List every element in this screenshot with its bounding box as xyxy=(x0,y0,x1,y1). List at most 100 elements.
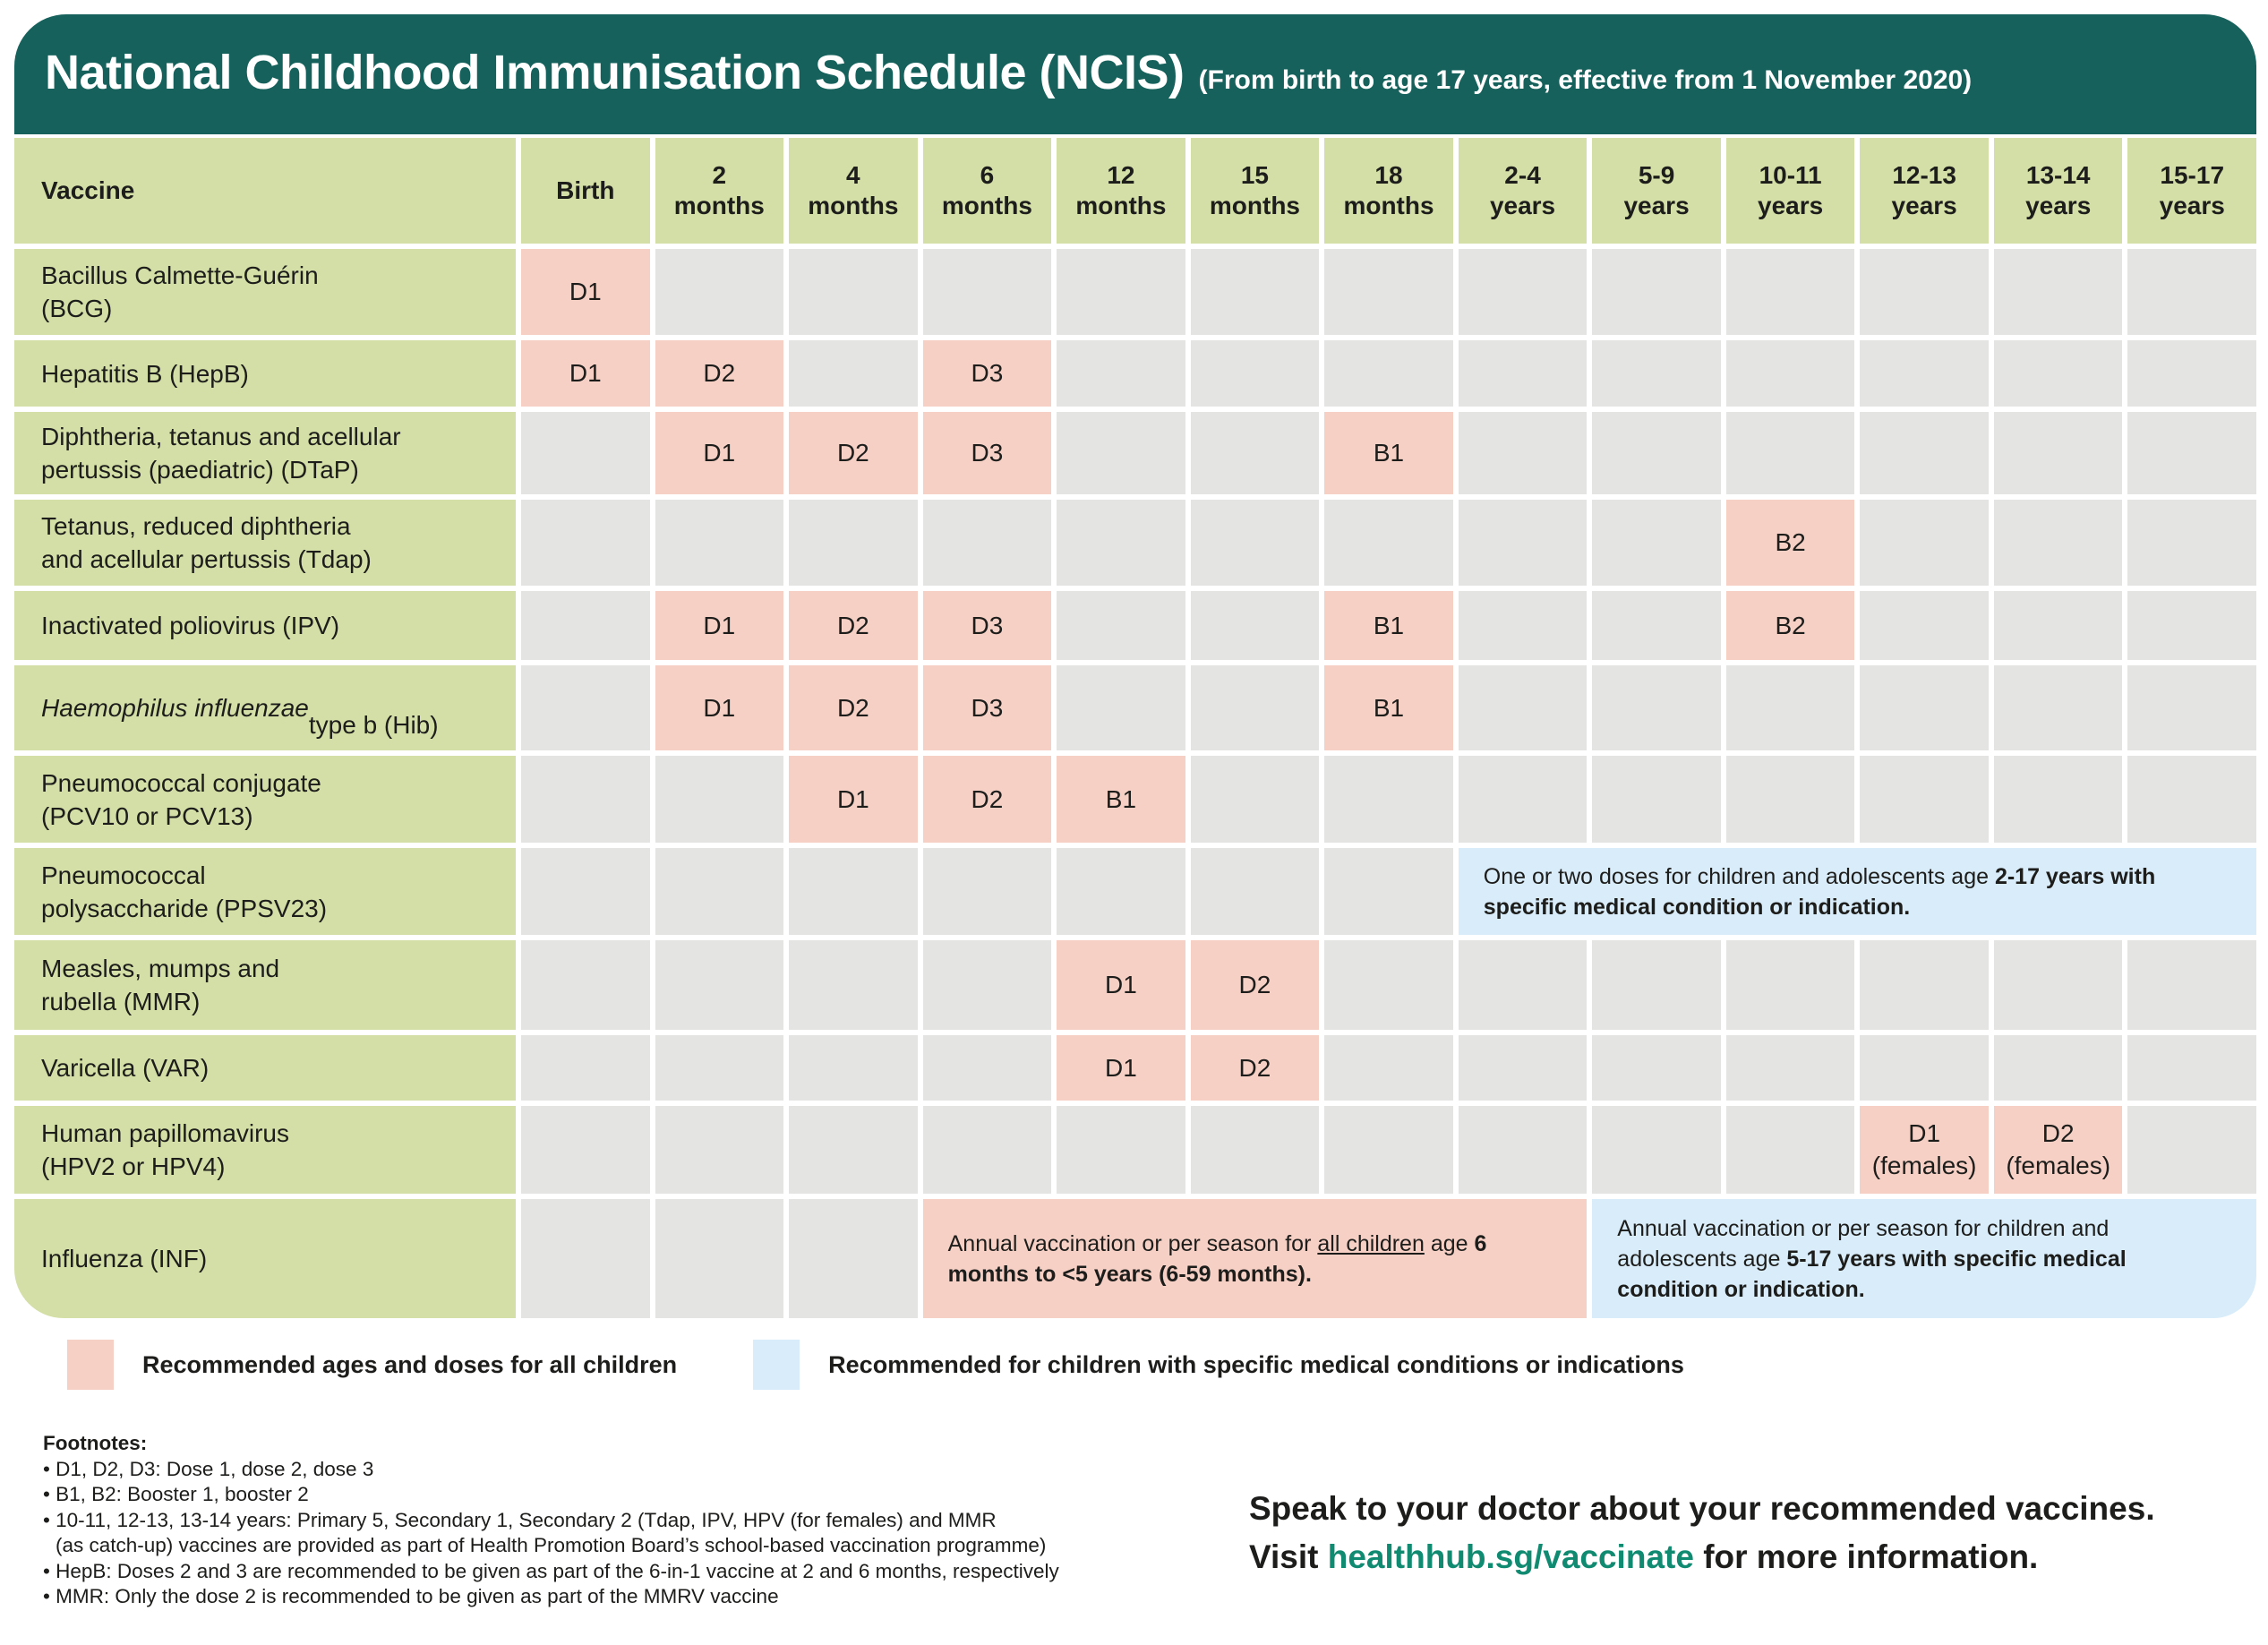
legend-swatch-blue xyxy=(753,1340,800,1390)
text-segment: 2-17 years with specific medical conditi… xyxy=(1483,863,2156,920)
empty-cell xyxy=(1860,591,1989,660)
dose-cell: D1 xyxy=(655,665,784,750)
empty-cell xyxy=(1324,848,1453,935)
legend: Recommended ages and doses for all child… xyxy=(67,1340,1684,1390)
age-column-header: 4 months xyxy=(789,138,918,244)
empty-cell xyxy=(655,848,784,935)
empty-cell xyxy=(1725,1035,1855,1101)
age-column-header: 2 months xyxy=(655,138,784,244)
empty-cell xyxy=(1190,1106,1320,1194)
empty-cell xyxy=(655,756,784,843)
text-segment: 6 months to <5 years (6-59 months). xyxy=(947,1230,1487,1287)
empty-cell xyxy=(2127,340,2256,407)
empty-cell xyxy=(1324,1035,1453,1101)
empty-cell xyxy=(2127,412,2256,494)
empty-cell xyxy=(1458,1035,1588,1101)
empty-cell xyxy=(1458,1106,1588,1194)
dose-cell: D2 (females) xyxy=(1993,1106,2123,1194)
dose-cell: D2 xyxy=(789,591,918,660)
dose-cell: D1 xyxy=(789,756,918,843)
vaccine-name-cell: Haemophilus influenzae type b (Hib) xyxy=(14,665,516,750)
empty-cell xyxy=(2127,940,2256,1030)
empty-cell xyxy=(521,940,650,1030)
empty-cell xyxy=(1057,1106,1185,1194)
empty-cell xyxy=(1057,848,1185,935)
note-cell: Annual vaccination or per season for chi… xyxy=(1592,1199,2256,1318)
empty-cell xyxy=(2127,665,2256,750)
age-column-header: Birth xyxy=(521,138,650,244)
cta-line2: Visit healthhub.sg/vaccinate for more in… xyxy=(1249,1533,2155,1581)
empty-cell xyxy=(1057,500,1185,586)
healthhub-link[interactable]: healthhub.sg/vaccinate xyxy=(1327,1538,1694,1575)
empty-cell xyxy=(1458,940,1588,1030)
footnote-item: • HepB: Doses 2 and 3 are recommended to… xyxy=(43,1559,1059,1582)
footnote-item: (as catch-up) vaccines are provided as p… xyxy=(56,1534,1047,1556)
dose-cell: B1 xyxy=(1324,591,1453,660)
empty-cell xyxy=(1057,249,1185,335)
footnote-item: • MMR: Only the dose 2 is recommended to… xyxy=(43,1585,779,1607)
empty-cell xyxy=(1725,249,1855,335)
age-column-header: 12-13 years xyxy=(1860,138,1989,244)
empty-cell xyxy=(1190,591,1320,660)
age-column-header: 10-11 years xyxy=(1725,138,1855,244)
legend-label: Recommended for children with specific m… xyxy=(828,1350,1684,1378)
empty-cell xyxy=(655,1035,784,1101)
vaccine-name-cell: Bacillus Calmette-Guérin (BCG) xyxy=(14,249,516,335)
dose-cell: D1 xyxy=(1057,940,1185,1030)
legend-item: Recommended ages and doses for all child… xyxy=(67,1340,677,1390)
title-banner: National Childhood Immunisation Schedule… xyxy=(14,14,2256,134)
vaccine-name-cell: Tetanus, reduced diphtheria and acellula… xyxy=(14,500,516,586)
empty-cell xyxy=(1592,500,1721,586)
empty-cell xyxy=(1458,500,1588,586)
empty-cell xyxy=(1993,500,2123,586)
dose-cell: D3 xyxy=(922,412,1052,494)
empty-cell xyxy=(655,1199,784,1318)
empty-cell xyxy=(1592,756,1721,843)
dose-cell: D3 xyxy=(922,665,1052,750)
dose-cell: D3 xyxy=(922,340,1052,407)
empty-cell xyxy=(1458,591,1588,660)
empty-cell xyxy=(1592,665,1721,750)
empty-cell xyxy=(1324,1106,1453,1194)
empty-cell xyxy=(1190,756,1320,843)
cta-line1: Speak to your doctor about your recommen… xyxy=(1249,1490,2155,1527)
empty-cell xyxy=(1993,940,2123,1030)
vaccine-name-cell: Measles, mumps and rubella (MMR) xyxy=(14,940,516,1030)
text-segment: age xyxy=(1424,1230,1475,1256)
dose-cell: D1 xyxy=(655,412,784,494)
empty-cell xyxy=(1592,340,1721,407)
empty-cell xyxy=(1458,412,1588,494)
footnote-item: • D1, D2, D3: Dose 1, dose 2, dose 3 xyxy=(43,1457,374,1480)
empty-cell xyxy=(521,591,650,660)
legend-label: Recommended ages and doses for all child… xyxy=(142,1350,678,1378)
text-segment: all children xyxy=(1317,1230,1425,1256)
empty-cell xyxy=(789,940,918,1030)
empty-cell xyxy=(1725,412,1855,494)
empty-cell xyxy=(1458,249,1588,335)
schedule-table: Vaccine Birth 2 months 4 months 6 months 12 m… xyxy=(14,138,2256,1318)
empty-cell xyxy=(1725,1106,1855,1194)
empty-cell xyxy=(2127,591,2256,660)
age-column-header: 18 months xyxy=(1324,138,1453,244)
dose-cell: B1 xyxy=(1324,665,1453,750)
note-cell: Annual vaccination or per season for all… xyxy=(922,1199,1588,1318)
dose-cell: D1 xyxy=(521,340,650,407)
note-text: Annual vaccination or per season for chi… xyxy=(1617,1213,2231,1305)
empty-cell xyxy=(789,1035,918,1101)
empty-cell xyxy=(1993,591,2123,660)
vaccine-name-cell: Inactivated poliovirus (IPV) xyxy=(14,591,516,660)
empty-cell xyxy=(655,500,784,586)
note-text: One or two doses for children and adoles… xyxy=(1484,861,2231,922)
dose-cell: B2 xyxy=(1725,500,1855,586)
empty-cell xyxy=(1324,940,1453,1030)
empty-cell xyxy=(789,848,918,935)
empty-cell xyxy=(1458,756,1588,843)
dose-cell: D3 xyxy=(922,591,1052,660)
empty-cell xyxy=(1190,340,1320,407)
empty-cell xyxy=(922,500,1052,586)
dose-cell: D2 xyxy=(1190,940,1320,1030)
empty-cell xyxy=(1190,412,1320,494)
dose-cell: D2 xyxy=(922,756,1052,843)
empty-cell xyxy=(789,500,918,586)
